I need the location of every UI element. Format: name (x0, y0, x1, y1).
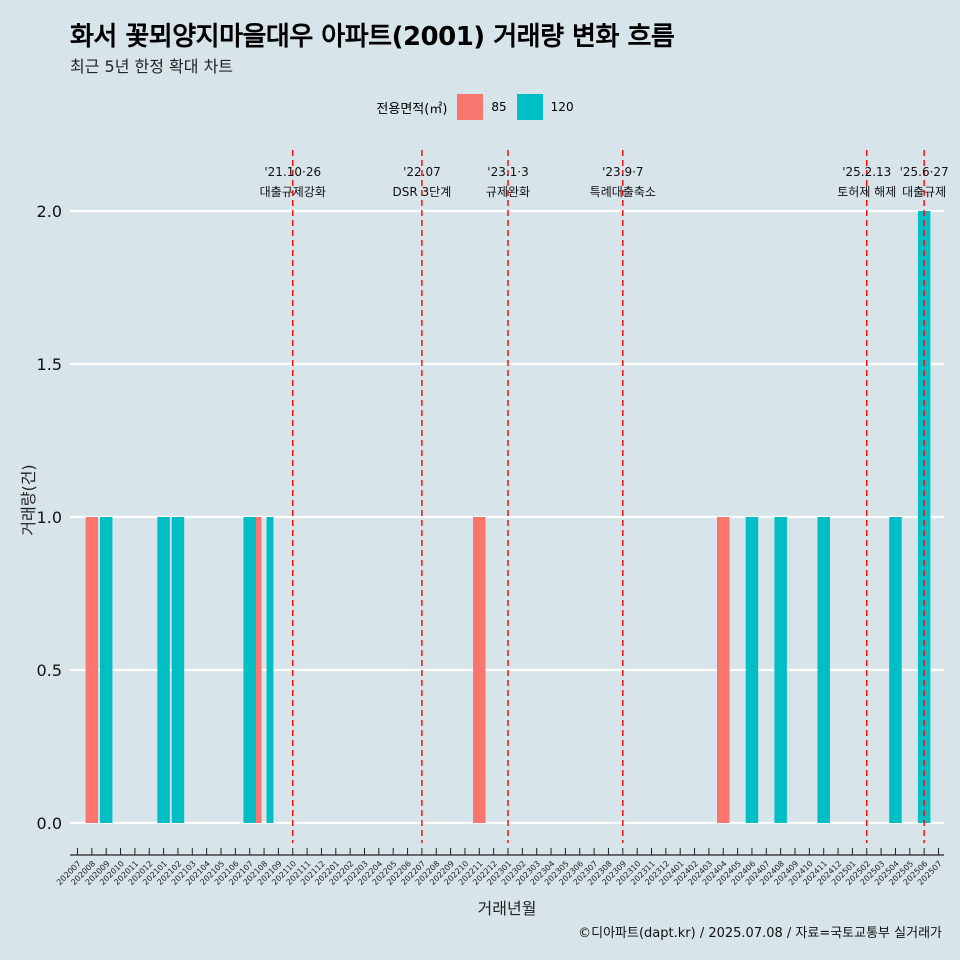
legend-key-85 (457, 94, 484, 120)
bar-120-202108 (266, 517, 274, 823)
y-tick-label: 0.0 (37, 814, 62, 833)
event-date: '25.6·27 (900, 165, 949, 179)
event-date: '22.07 (403, 165, 441, 179)
event-label: 특례대출축소 (590, 185, 656, 199)
legend-key-120 (516, 94, 543, 120)
event-date: '23.9·7 (602, 165, 643, 179)
chart-title: 화서 꽃뫼양지마을대우 아파트(2001) 거래량 변화 흐름 (70, 22, 675, 52)
bar-120-202504 (889, 517, 902, 823)
legend: 전용면적(㎡) 85 120 (0, 94, 960, 120)
y-tick-label: 2.0 (37, 202, 62, 221)
bar-120-202107 (243, 517, 256, 823)
bar-120-202101 (157, 517, 170, 823)
legend-label-120: 120 (550, 100, 574, 114)
bar-85-202404 (717, 517, 730, 823)
x-axis-title: 거래년월 (478, 899, 537, 918)
y-tick-label: 1.5 (37, 355, 62, 374)
event-label: 대출규제 (902, 185, 946, 199)
bar-120-202408 (774, 517, 787, 823)
y-tick-label: 0.5 (37, 661, 62, 680)
legend-title: 전용면적(㎡) (376, 101, 448, 117)
bar-120-202411 (817, 517, 830, 823)
event-label: 규제완화 (486, 185, 530, 199)
bar-120-202009 (99, 517, 113, 823)
bar-120-202406 (745, 517, 759, 823)
bar-85-202108 (254, 517, 262, 823)
event-label: DSR 3단계 (393, 185, 452, 199)
chart-subtitle: 최근 5년 한정 확대 차트 (70, 57, 234, 76)
bar-85-202008 (85, 517, 99, 823)
bar-85-202211 (473, 517, 486, 823)
event-date: '21.10·26 (264, 165, 321, 179)
y-tick-label: 1.0 (37, 508, 62, 527)
bar-120-202102 (171, 517, 185, 823)
y-axis-title: 거래량(건) (19, 464, 38, 535)
event-date: '25.2.13 (842, 165, 891, 179)
event-date: '23.1·3 (487, 165, 528, 179)
event-label: 토허제 해제 (837, 185, 896, 199)
source-caption: ©디아파트(dapt.kr) / 2025.07.08 / 자료=국토교통부 실… (578, 926, 942, 941)
legend-label-85: 85 (491, 100, 507, 114)
event-label: 대출규제강화 (260, 185, 326, 199)
bar-120-202506 (917, 211, 931, 823)
